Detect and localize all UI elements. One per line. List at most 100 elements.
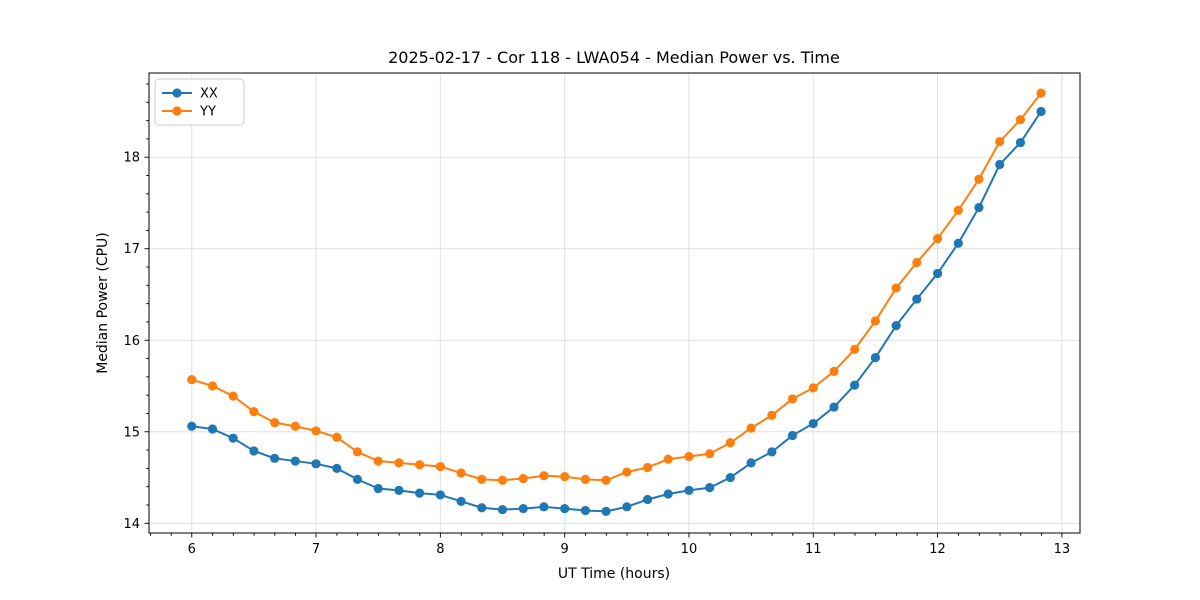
data-point-yy	[311, 426, 321, 436]
data-point-yy	[456, 468, 466, 478]
data-point-yy	[953, 205, 963, 215]
data-point-yy	[1036, 88, 1046, 98]
y-tick-label: 16	[123, 334, 140, 349]
data-point-xx	[497, 504, 508, 515]
data-point-xx	[207, 424, 218, 434]
data-point-xx	[622, 502, 632, 512]
data-point-yy	[622, 467, 632, 477]
data-point-xx	[870, 353, 881, 363]
data-point-xx	[891, 321, 901, 331]
chart-title: 2025-02-17 - Cor 118 - LWA054 - Median P…	[388, 48, 840, 67]
data-point-xx	[684, 485, 694, 495]
data-point-xx	[787, 430, 798, 441]
data-point-xx	[974, 202, 984, 213]
data-point-xx	[725, 472, 735, 483]
data-point-yy	[228, 391, 238, 401]
series-markers-yy	[187, 88, 1046, 485]
data-point-xx	[953, 238, 963, 248]
data-point-xx	[435, 490, 445, 500]
data-point-xx	[642, 494, 653, 505]
x-axis-label: UT Time (hours)	[558, 566, 670, 582]
data-point-xx	[746, 458, 756, 468]
data-point-xx	[352, 474, 363, 484]
x-tick-label: 8	[436, 542, 444, 557]
data-point-yy	[249, 407, 259, 417]
data-point-yy	[539, 471, 549, 481]
legend-label-yy: YY	[199, 105, 216, 120]
data-point-yy	[995, 137, 1005, 147]
x-tick-label: 12	[929, 542, 946, 557]
data-point-yy	[477, 474, 487, 484]
data-point-yy	[270, 418, 280, 428]
x-tick-label: 7	[312, 542, 320, 557]
data-point-yy	[187, 375, 197, 385]
data-point-xx	[290, 456, 300, 466]
data-point-yy	[580, 474, 591, 484]
data-point-xx	[580, 505, 591, 516]
data-point-yy	[560, 472, 570, 482]
data-point-yy	[870, 316, 881, 326]
data-point-yy	[642, 462, 653, 473]
data-point-xx	[249, 446, 259, 456]
x-tick-label: 9	[561, 542, 569, 557]
data-point-xx	[373, 483, 383, 494]
data-point-xx	[518, 504, 528, 514]
series-line-xx	[190, 110, 1043, 513]
data-point-xx	[394, 485, 404, 495]
plot-border	[148, 72, 1081, 534]
y-tick-label: 14	[123, 517, 140, 532]
data-point-xx	[332, 463, 342, 473]
data-point-yy	[290, 421, 300, 431]
legend-marker-yy	[172, 106, 182, 116]
data-point-yy	[746, 423, 756, 433]
data-point-xx	[850, 380, 860, 390]
data-point-yy	[705, 449, 715, 459]
data-point-xx	[995, 159, 1005, 170]
data-point-yy	[767, 410, 777, 420]
data-point-yy	[518, 473, 528, 484]
data-point-xx	[270, 453, 280, 463]
axis-ticks: 6 7 8 9 10 11 12 13 14 15 16 17 18	[123, 83, 1070, 557]
data-point-yy	[663, 454, 673, 464]
y-tick-label: 15	[123, 425, 140, 440]
legend: XX YY	[154, 78, 245, 126]
x-tick-label: 6	[188, 542, 196, 557]
data-point-xx	[477, 503, 487, 513]
data-point-xx	[187, 421, 197, 431]
data-point-xx	[560, 504, 570, 514]
data-point-yy	[207, 381, 218, 391]
plot-series	[187, 88, 1046, 516]
data-point-yy	[435, 461, 445, 472]
data-point-xx	[311, 459, 321, 469]
data-point-xx	[539, 502, 549, 512]
data-point-yy	[1015, 115, 1026, 125]
data-point-yy	[808, 383, 818, 393]
gridlines	[149, 73, 1080, 533]
data-point-yy	[725, 438, 735, 448]
data-point-yy	[829, 366, 839, 376]
data-point-xx	[456, 496, 466, 506]
data-point-yy	[601, 475, 611, 485]
data-point-yy	[373, 456, 383, 466]
data-point-xx	[663, 489, 673, 499]
data-point-yy	[332, 432, 342, 442]
y-axis-label: Median Power (CPU)	[95, 232, 111, 374]
data-point-xx	[767, 447, 777, 457]
data-point-xx	[1015, 137, 1026, 148]
x-tick-label: 11	[805, 542, 822, 557]
series-markers-xx	[187, 106, 1046, 516]
data-point-yy	[415, 460, 425, 470]
y-tick-label: 17	[123, 242, 140, 257]
data-point-yy	[974, 174, 984, 184]
data-point-xx	[705, 483, 715, 493]
data-point-yy	[932, 234, 943, 244]
data-point-xx	[415, 488, 425, 498]
x-tick-label: 10	[681, 542, 698, 557]
y-tick-label: 18	[123, 151, 140, 166]
data-point-yy	[684, 451, 694, 462]
data-point-yy	[891, 283, 901, 293]
data-point-yy	[912, 257, 922, 268]
data-point-xx	[829, 402, 839, 412]
